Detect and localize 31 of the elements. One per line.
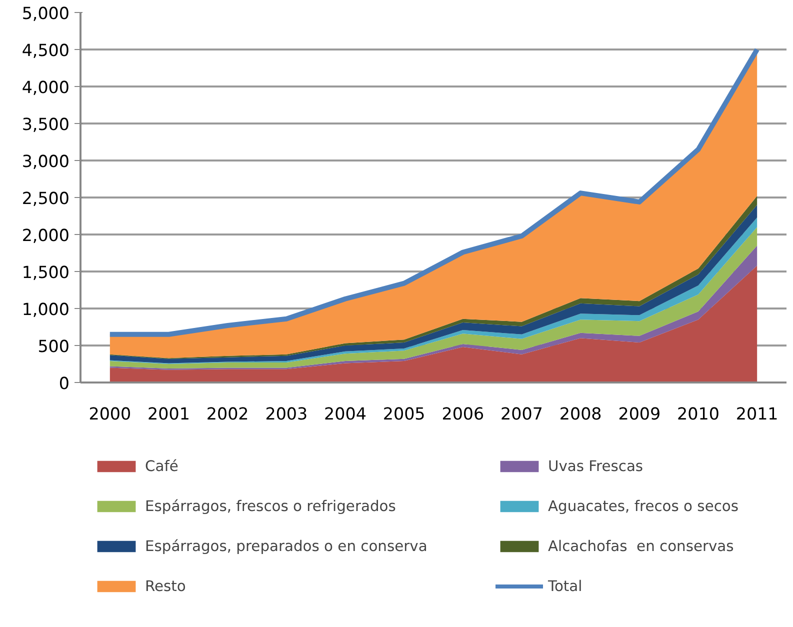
x-tick-label: 2006: [442, 404, 484, 424]
y-tick-label: 0: [58, 374, 70, 393]
y-tick-label: 500: [38, 337, 70, 356]
x-tick-label: 2009: [618, 404, 661, 424]
legend-label: Alcachofas en conservas: [548, 536, 735, 556]
x-tick-label: 2002: [206, 404, 249, 424]
legend-label: Espárragos, frescos o refrigerados: [145, 496, 397, 516]
x-tick-label: 2003: [265, 404, 308, 424]
y-tick-label: 3,500: [22, 115, 70, 134]
y-tick-label: 3,000: [22, 152, 70, 171]
x-tick-label: 2010: [677, 404, 720, 424]
y-tick-label: 2,500: [22, 189, 70, 208]
x-tick-label: 2008: [559, 404, 602, 424]
legend-label: Resto: [145, 576, 187, 596]
y-tick-label: 4,000: [22, 78, 70, 97]
legend-label: Aguacates, frecos o secos: [548, 496, 740, 516]
y-tick-label: 2,000: [22, 226, 70, 245]
y-tick-label: 5,000: [22, 4, 70, 23]
legend-label: Espárragos, preparados o en conserva: [145, 536, 428, 556]
x-tick-label: 2011: [736, 404, 778, 424]
y-tick-label: 4,500: [22, 41, 70, 60]
y-tick-label: 1,500: [22, 263, 70, 282]
x-tick-label: 2004: [324, 404, 366, 424]
legend-label: Uvas Frescas: [548, 456, 644, 476]
x-tick-label: 2005: [382, 404, 426, 424]
y-tick-label: 1,000: [22, 300, 70, 319]
x-tick-label: 2007: [500, 404, 543, 424]
legend-label: Total: [548, 576, 584, 596]
x-tick-label: 2001: [148, 404, 190, 424]
legend-label: Café: [145, 456, 180, 476]
x-tick-label: 2000: [88, 404, 132, 424]
